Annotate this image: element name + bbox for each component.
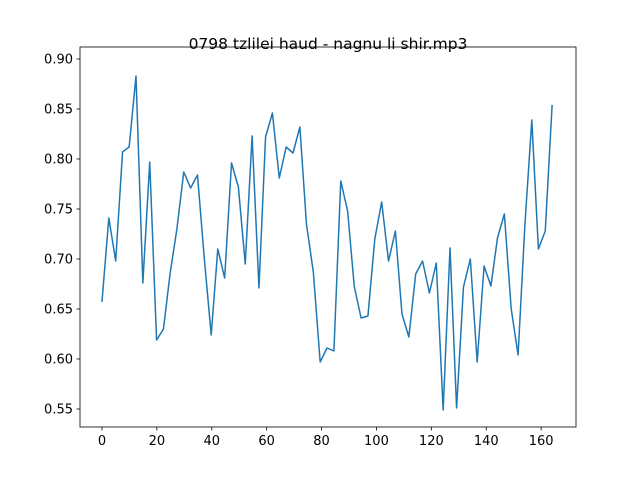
y-tick-label: 0.60 (44, 353, 73, 368)
x-tick-label: 60 (258, 434, 275, 449)
x-tick-label: 0 (98, 434, 106, 449)
x-tick-label: 40 (203, 434, 220, 449)
x-tick-label: 120 (419, 434, 444, 449)
x-tick-label: 80 (313, 434, 330, 449)
y-tick-label: 0.85 (44, 103, 73, 118)
x-tick-label: 100 (364, 434, 389, 449)
y-tick-label: 0.70 (44, 253, 73, 268)
plot-frame (79, 46, 577, 428)
y-tick-label: 0.90 (44, 53, 73, 68)
chart-title: 0798 tzlilei haud - nagnu li shir.mp3 (189, 35, 468, 53)
y-tick-label: 0.55 (44, 403, 73, 418)
data-line (101, 75, 553, 411)
y-tick-label: 0.75 (44, 203, 73, 218)
x-tick-label: 160 (529, 434, 554, 449)
y-tick-label: 0.80 (44, 153, 73, 168)
x-tick-label: 20 (149, 434, 166, 449)
x-tick-label: 140 (474, 434, 499, 449)
y-tick-label: 0.65 (44, 303, 73, 318)
